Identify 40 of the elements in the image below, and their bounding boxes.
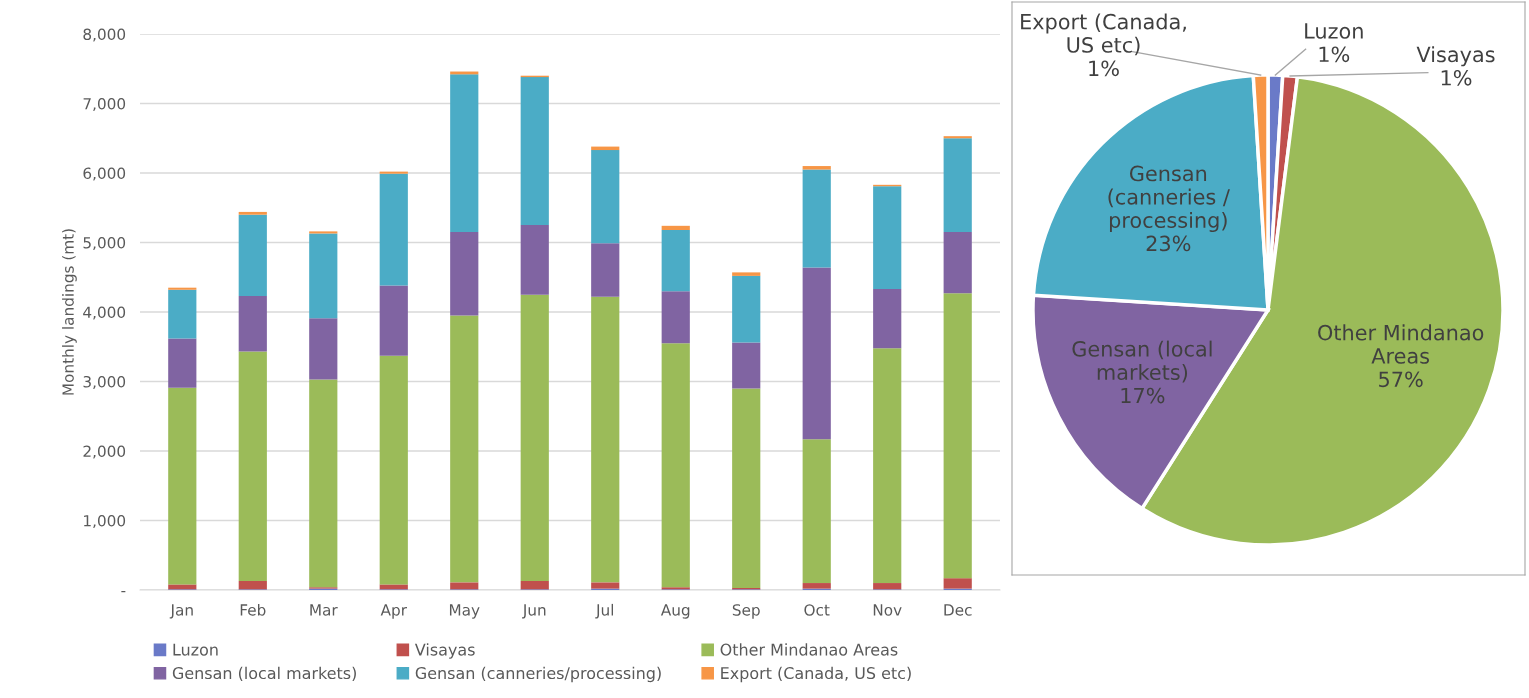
y-tick-label: 4,000	[83, 306, 126, 320]
x-tick-label: Feb	[240, 603, 266, 616]
data-label: 1%	[1441, 69, 1472, 86]
y-tick-label: 3,000	[83, 375, 126, 390]
slice-label: Luzon	[1305, 23, 1363, 39]
y-axis-title: Monthly landings (mt)	[62, 229, 77, 395]
legend-label: Visayas	[414, 643, 475, 659]
data-label: 23%	[1146, 235, 1191, 252]
y-tick-label: 6,000	[83, 167, 126, 181]
x-tick-label: Jul	[595, 603, 614, 619]
data-label: 17%	[1121, 387, 1165, 404]
x-tick-label: Mar	[310, 604, 338, 616]
slice-label: Visayas	[1416, 46, 1495, 67]
y-tick-label: -	[121, 591, 126, 593]
x-tick-label: Dec	[944, 604, 972, 616]
x-tick-label: Jan	[169, 604, 193, 619]
y-tick-label: 5,000	[83, 236, 126, 251]
y-tick-label: 2,000	[83, 445, 126, 459]
legend-label: Other Mindanao Areas	[720, 643, 898, 656]
x-tick-label: Oct	[804, 604, 830, 616]
legend-label: Gensan (local markets)	[172, 666, 356, 681]
slice-label: Gensan (local markets)	[1072, 340, 1212, 383]
data-label: 57%	[1379, 371, 1423, 388]
data-label: 1%	[1319, 46, 1350, 63]
x-tick-label: May	[449, 604, 480, 619]
x-tick-label: Jun	[522, 604, 546, 619]
legend-label: Luzon	[173, 643, 218, 656]
slice-label: Export (Canada, US etc)	[1021, 13, 1186, 56]
x-tick-label: Apr	[380, 604, 407, 619]
x-tick-label: Aug	[660, 604, 690, 619]
y-tick-label: 1,000	[84, 514, 126, 529]
x-tick-label: Sep	[732, 604, 760, 619]
slice-label: Other Mindanao Areas	[1318, 324, 1484, 364]
legend-label: Gensan (canneries/processing)	[415, 666, 661, 683]
x-tick-label: Nov	[873, 604, 902, 616]
data-label: 1%	[1089, 60, 1119, 77]
y-tick-label: 8,000	[83, 28, 126, 42]
slice-label: Gensan (canneries / processing)	[1108, 165, 1230, 233]
y-tick-label: 7,000	[83, 97, 126, 112]
legend-label: Export (Canada, US etc)	[721, 666, 911, 683]
